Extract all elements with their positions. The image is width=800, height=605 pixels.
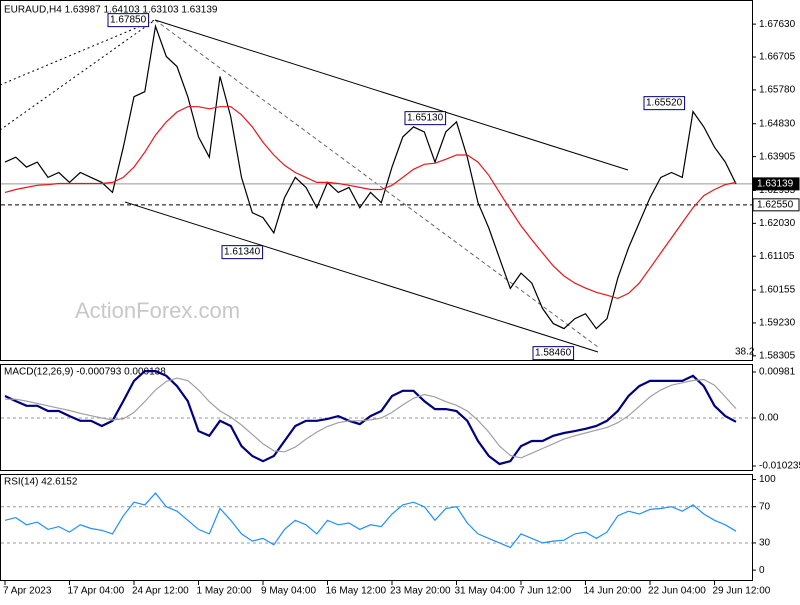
annotation: 38.2 [735,347,755,358]
annotation-box [404,111,447,126]
chart-title: EURAUD,H4 1.63987 1.64103 1.63103 1.6313… [4,5,218,16]
channel-lower [124,201,599,353]
y-tick-label: 0.00981 [759,367,796,378]
x-tick-label: 31 May 04:00 [455,586,516,597]
series-line [4,492,737,549]
price-label: 1.63139 [757,179,794,190]
y-tick-label: 1.65780 [759,85,796,96]
price-label-box [752,198,800,212]
x-tick-label: 17 Apr 04:00 [68,586,125,597]
annotation-box [221,245,264,260]
x-tick-label: 22 Jun 04:00 [648,586,706,597]
rsi-title: RSI(14) 42.6152 [4,477,78,488]
price-label: 1.62550 [757,199,794,210]
series-line [4,23,737,330]
series-line [5,377,737,459]
rsi-panel [0,474,753,581]
y-tick-label: 0.00 [759,413,779,424]
x-tick-label: 7 Jun 12:00 [519,586,572,597]
y-tick-label: 30 [759,538,771,549]
y-tick-label: 1.62030 [759,218,796,229]
annotation-box [532,346,575,361]
y-tick-label: 1.61105 [759,251,795,262]
y-tick-label: 1.62955 [759,185,796,196]
y-tick-label: -0.010235 [759,461,800,472]
annotation: 1.67850 [110,15,147,26]
fan-line [0,19,156,86]
annotation: 1.61340 [224,247,261,258]
series-line [4,370,737,466]
x-tick-label: 16 May 12:00 [326,586,387,597]
x-tick-label: 1 May 20:00 [197,586,252,597]
x-tick-label: 23 May 20:00 [390,586,451,597]
annotation: 1.58460 [535,348,572,359]
annotation: 1.65130 [407,113,444,124]
y-tick-label: 100 [759,474,776,485]
x-tick-label: 9 May 04:00 [261,586,316,597]
annotation-box [107,13,150,28]
x-tick-label: 7 Apr 2023 [3,586,52,597]
y-tick-label: 1.67630 [759,19,796,30]
watermark: ActionForex.com [75,298,240,323]
x-tick-label: 14 Jun 20:00 [584,586,642,597]
annotation: 1.65520 [646,98,683,109]
y-tick-label: 70 [759,501,771,512]
y-tick-label: 1.60155 [759,285,796,296]
channel-upper [154,19,629,171]
series-line [4,106,737,300]
y-tick-label: 1.66705 [759,52,796,63]
annotation-box [643,96,686,111]
y-tick-label: 0 [759,565,765,576]
macd-title: MACD(12,26,9) -0.000793 0.000138 [4,367,166,378]
y-tick-label: 1.63905 [759,151,796,162]
y-tick-label: 1.64830 [759,118,796,129]
x-tick-label: 29 Jun 12:00 [713,586,771,597]
x-tick-label: 24 Apr 12:00 [132,586,189,597]
price-label-box [752,177,800,191]
y-tick-label: 1.58305 [759,350,796,361]
y-tick-label: 1.59230 [759,318,796,329]
fan-line [0,19,156,131]
